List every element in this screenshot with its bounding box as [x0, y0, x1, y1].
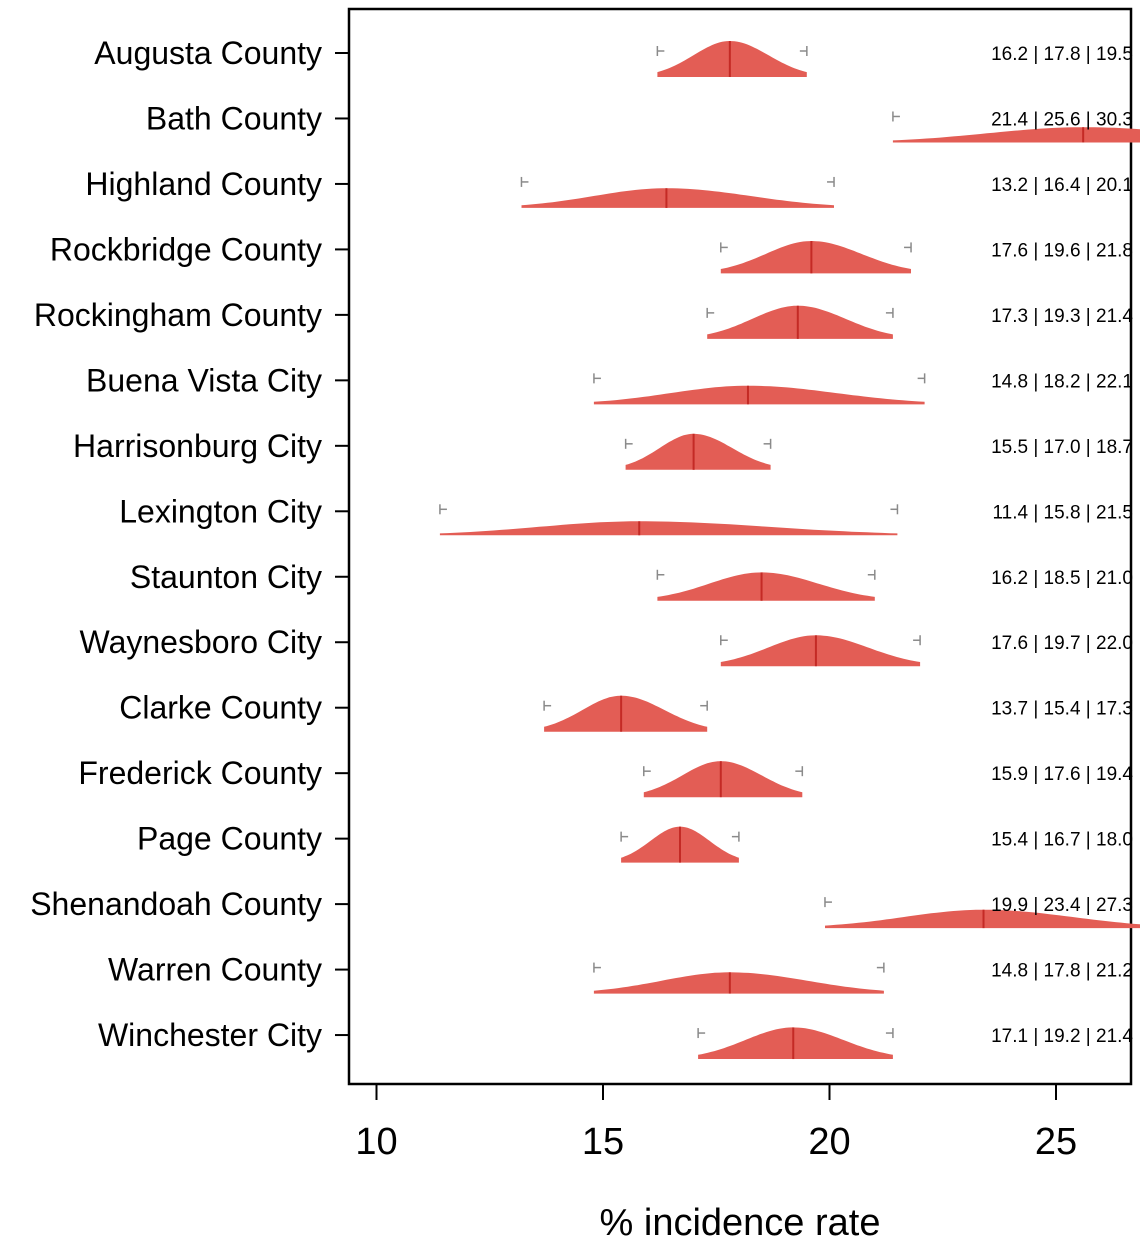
row: Winchester City 17.1 | 19.2 | 21.4 — [98, 1017, 1133, 1060]
category-label: Bath County — [146, 100, 322, 136]
row: Shenandoah County 19.9 | 23.4 | 27.3 — [30, 886, 1140, 929]
ci-values-label: 15.5 | 17.0 | 18.7 — [991, 437, 1133, 458]
ci-values-label: 17.6 | 19.6 | 21.8 — [991, 240, 1133, 261]
category-label: Harrisonburg City — [73, 428, 322, 464]
row: Page County 15.4 | 16.7 | 18.0 — [137, 821, 1133, 863]
x-tick-label: 10 — [355, 1121, 397, 1163]
row: Buena Vista City 14.8 | 18.2 | 22.1 — [86, 362, 1133, 405]
ci-values-label: 17.1 | 19.2 | 21.4 — [991, 1026, 1133, 1047]
category-label: Warren County — [108, 952, 322, 988]
density-shape — [707, 305, 893, 339]
density-shape — [439, 521, 898, 536]
density-shape — [643, 761, 803, 798]
density-shape — [720, 241, 911, 274]
ci-values-label: 13.7 | 15.4 | 17.3 — [991, 699, 1133, 720]
ci-values-label: 21.4 | 25.6 | 30.3 — [991, 109, 1133, 130]
x-axis-label: % incidence rate — [600, 1202, 881, 1240]
density-shape — [720, 635, 921, 667]
row: Rockingham County 17.3 | 19.3 | 21.4 — [34, 297, 1133, 339]
density-shape — [698, 1027, 893, 1059]
density-shape — [544, 695, 708, 732]
row: Highland County 13.2 | 16.4 | 20.1 — [85, 166, 1133, 208]
category-label: Clarke County — [119, 690, 322, 726]
density-shape — [825, 909, 1140, 929]
category-label: Waynesboro City — [80, 624, 322, 660]
ci-values-label: 19.9 | 23.4 | 27.3 — [991, 895, 1133, 916]
ci-values-label: 16.2 | 17.8 | 19.5 — [991, 44, 1133, 65]
row: Augusta County 16.2 | 17.8 | 19.5 — [94, 35, 1133, 77]
ci-values-label: 15.4 | 16.7 | 18.0 — [991, 830, 1133, 851]
density-shape — [593, 972, 884, 994]
density-shape — [657, 41, 807, 77]
ci-values-label: 16.2 | 18.5 | 21.0 — [991, 568, 1133, 589]
category-label: Highland County — [85, 166, 322, 202]
density-shape — [625, 433, 771, 470]
category-label: Winchester City — [98, 1017, 322, 1053]
row: Frederick County 15.9 | 17.6 | 19.4 — [78, 755, 1133, 798]
row: Rockbridge County 17.6 | 19.6 | 21.8 — [50, 231, 1133, 274]
ci-values-label: 14.8 | 18.2 | 22.1 — [991, 371, 1133, 392]
row: Harrisonburg City 15.5 | 17.0 | 18.7 — [73, 428, 1133, 470]
row: Waynesboro City 17.6 | 19.7 | 22.0 — [80, 624, 1133, 667]
plot-frame — [347, 7, 1133, 1086]
ci-values-label: 15.9 | 17.6 | 19.4 — [991, 764, 1133, 785]
category-label: Augusta County — [94, 35, 322, 71]
ci-values-label: 14.8 | 17.8 | 21.2 — [991, 961, 1133, 982]
category-label: Staunton City — [130, 559, 322, 595]
row: Clarke County 13.7 | 15.4 | 17.3 — [119, 690, 1133, 732]
ci-values-label: 13.2 | 16.4 | 20.1 — [991, 175, 1133, 196]
ci-values-label: 17.3 | 19.3 | 21.4 — [991, 306, 1133, 327]
x-tick-label: 20 — [808, 1121, 850, 1163]
row: Warren County 14.8 | 17.8 | 21.2 — [108, 952, 1133, 994]
x-tick-label: 15 — [582, 1121, 624, 1163]
category-label: Rockbridge County — [50, 231, 322, 267]
rows: Augusta County 16.2 | 17.8 | 19.5 Bath Cou… — [30, 35, 1140, 1060]
row: Lexington City 11.4 | 15.8 | 21.5 — [119, 493, 1133, 536]
x-tick-label: 25 — [1035, 1121, 1077, 1163]
category-label: Page County — [137, 821, 322, 857]
x-axis: 101520253035 — [355, 1084, 1077, 1163]
ci-values-label: 17.6 | 19.7 | 22.0 — [991, 633, 1133, 654]
ci-values-label: 11.4 | 15.8 | 21.5 — [992, 502, 1133, 523]
density-shape — [593, 385, 925, 405]
density-shape — [521, 188, 834, 208]
category-label: Rockingham County — [34, 297, 322, 333]
category-label: Buena Vista City — [86, 362, 322, 398]
category-label: Frederick County — [78, 755, 322, 791]
category-label: Lexington City — [119, 493, 322, 529]
row: Bath County 21.4 | 25.6 | 30.3 — [146, 100, 1140, 143]
category-label: Shenandoah County — [30, 886, 322, 922]
row: Staunton City 16.2 | 18.5 | 21.0 — [130, 559, 1133, 601]
density-shape — [657, 572, 875, 601]
density-shape — [892, 127, 1140, 143]
